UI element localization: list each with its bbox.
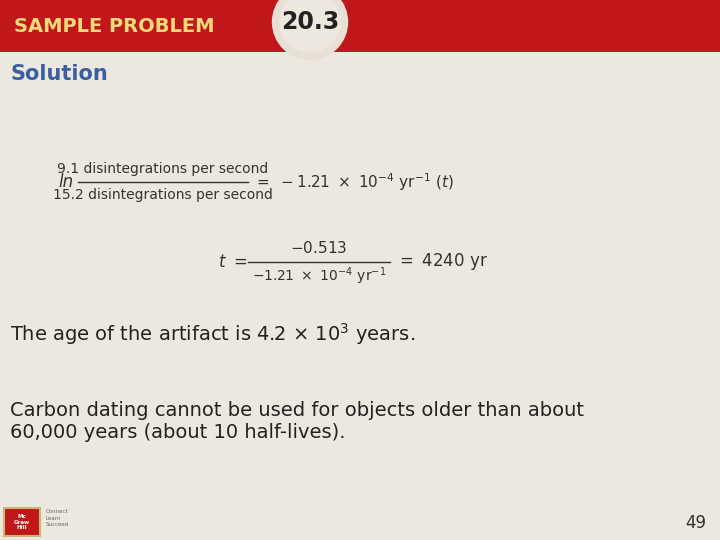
Text: 20.3: 20.3 — [281, 10, 339, 34]
Text: Mc
Graw
Hill: Mc Graw Hill — [14, 514, 30, 530]
Text: Carbon dating cannot be used for objects older than about: Carbon dating cannot be used for objects… — [10, 401, 584, 420]
Text: $-1.21\ \times\ 10^{-4}\ \mathrm{yr}^{-1}$: $-1.21\ \times\ 10^{-4}\ \mathrm{yr}^{-1… — [252, 265, 386, 287]
Text: 49: 49 — [685, 514, 706, 532]
Bar — [0, 0, 720, 52]
Text: $=\ -1.21\ \times\ 10^{-4}\ \mathrm{yr}^{-1}\ (t)$: $=\ -1.21\ \times\ 10^{-4}\ \mathrm{yr}^… — [254, 171, 454, 193]
Text: $-0.513$: $-0.513$ — [290, 240, 348, 256]
Bar — [4, 508, 40, 536]
Bar — [4, 508, 40, 536]
Text: The age of the artifact is 4.2 $\times$ 10$^3$ years.: The age of the artifact is 4.2 $\times$ … — [10, 321, 415, 347]
Text: 15.2 disintegrations per second: 15.2 disintegrations per second — [53, 188, 273, 202]
Text: 9.1 disintegrations per second: 9.1 disintegrations per second — [58, 162, 269, 176]
Text: SAMPLE PROBLEM: SAMPLE PROBLEM — [14, 17, 215, 36]
Text: 60,000 years (about 10 half-lives).: 60,000 years (about 10 half-lives). — [10, 422, 346, 442]
Text: $\mathit{t}\ =$: $\mathit{t}\ =$ — [218, 253, 247, 271]
Circle shape — [280, 0, 340, 52]
Text: Connect
Learn
Succeed: Connect Learn Succeed — [46, 509, 69, 527]
Text: $=\ 4240\ \mathrm{yr}$: $=\ 4240\ \mathrm{yr}$ — [396, 252, 488, 273]
Text: ln: ln — [58, 173, 73, 191]
Circle shape — [274, 0, 346, 58]
Text: Solution: Solution — [10, 64, 108, 84]
